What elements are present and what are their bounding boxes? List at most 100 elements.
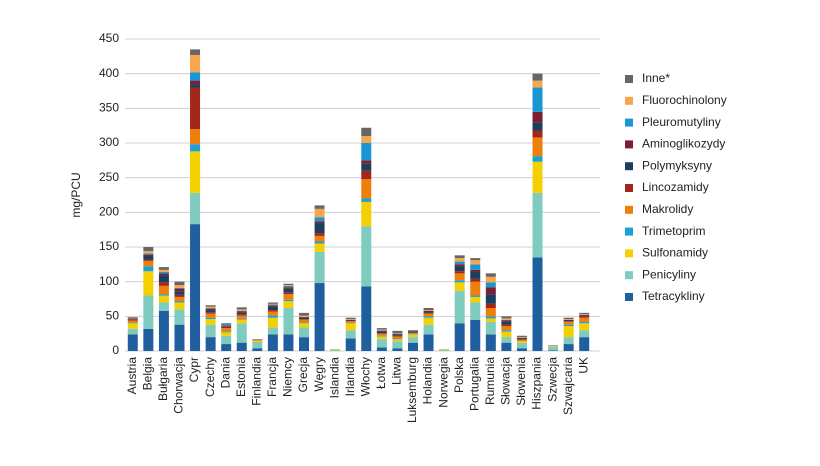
legend-swatch	[625, 96, 633, 105]
bar-segment	[485, 303, 496, 309]
bar-segment	[252, 339, 263, 341]
bar-segment	[158, 294, 169, 296]
bar-segment	[158, 302, 169, 311]
bar-segment	[345, 322, 356, 324]
bar-segment	[407, 342, 418, 351]
y-tick-label: 350	[99, 101, 119, 115]
bar-segment	[485, 308, 496, 317]
bar-segment	[345, 319, 356, 320]
bar-segment	[407, 333, 418, 335]
bar-segment	[470, 296, 481, 303]
bar-segment	[563, 326, 574, 338]
bar-segment	[407, 332, 418, 334]
bar-segment	[158, 271, 169, 274]
x-tick-label: Łotwa	[374, 357, 388, 389]
bar-segment	[127, 322, 138, 324]
bar-segment	[579, 337, 590, 351]
bar-segment	[361, 226, 372, 287]
x-tick-label: Bułgaria	[156, 357, 170, 401]
y-tick-label: 200	[99, 205, 119, 219]
bar-segment	[501, 326, 512, 331]
bar-segment	[454, 280, 465, 283]
bar-segment	[392, 348, 403, 351]
bar-segment	[143, 254, 154, 257]
x-tick-label: Irlandia	[343, 357, 357, 397]
bar-segment	[392, 334, 403, 336]
bar-segment	[299, 312, 310, 316]
bar-segment	[485, 318, 496, 322]
bar-segment	[314, 233, 325, 236]
bar-segment	[470, 264, 481, 270]
bar-segment	[190, 84, 201, 88]
bar-segment	[579, 315, 590, 317]
bar-segment	[174, 294, 185, 297]
bar-segment	[299, 323, 310, 328]
bar-segment	[423, 316, 434, 318]
bar-segment	[392, 339, 403, 342]
bar-segment	[236, 323, 247, 343]
bar-segment	[376, 333, 387, 336]
bar-segment	[314, 217, 325, 222]
bar-segment	[376, 339, 387, 348]
bar-segment	[516, 339, 527, 340]
bar-segment	[376, 328, 387, 330]
legend-label: Fluorochinolony	[642, 93, 727, 107]
bar-segment	[267, 305, 278, 307]
x-tick-label: Austria	[125, 357, 139, 395]
bar-segment	[299, 317, 310, 318]
bar-segment	[314, 235, 325, 242]
bar-segment	[407, 337, 418, 343]
bar-segment	[501, 330, 512, 332]
bar-segment	[392, 336, 403, 339]
bar-segment	[299, 317, 310, 320]
bar-segment	[423, 313, 434, 317]
bar-segment	[205, 313, 216, 318]
bar-segment	[283, 287, 294, 289]
bar-segment	[190, 54, 201, 73]
bar-segment	[221, 326, 232, 327]
bar-segment	[221, 331, 232, 333]
bar-segment	[361, 201, 372, 227]
bar-segment	[470, 258, 481, 261]
bar-segment	[143, 247, 154, 252]
bar-segment	[485, 282, 496, 288]
y-tick-label: 300	[99, 135, 119, 149]
y-tick-label: 450	[99, 31, 119, 45]
bar-segment	[532, 80, 543, 88]
x-tick-label: Grecja	[296, 357, 310, 393]
y-tick-label: 100	[99, 274, 119, 288]
bar-segment	[516, 337, 527, 339]
bar-segment	[190, 144, 201, 152]
bar-segment	[190, 129, 201, 145]
bar-segment	[579, 317, 590, 322]
bar-segment	[283, 285, 294, 288]
legend-label: Lincozamidy	[642, 180, 709, 194]
x-tick-label: Estonia	[234, 357, 248, 397]
bar-segment	[205, 305, 216, 307]
y-tick-label: 400	[99, 66, 119, 80]
bar-segment	[205, 308, 216, 311]
legend-swatch	[625, 162, 633, 171]
bar-segment	[516, 335, 527, 338]
bar-segment	[563, 319, 574, 320]
bar-segment	[470, 260, 481, 265]
bar-segment	[501, 331, 512, 338]
x-tick-label: Szwajcaria	[561, 357, 575, 415]
bar-segment	[314, 223, 325, 234]
legend-label: Aminoglikozydy	[642, 137, 725, 151]
bar-segment	[392, 341, 403, 349]
bar-segment	[314, 208, 325, 218]
legend-swatch	[625, 75, 633, 83]
bar-segment	[283, 299, 294, 302]
bar-segment	[174, 287, 185, 289]
bar-segment	[190, 224, 201, 351]
bar-segment	[236, 319, 247, 320]
bar-segment	[532, 137, 543, 157]
x-tick-label: Cypr	[187, 357, 201, 382]
bar-segment	[127, 319, 138, 320]
bar-segment	[221, 335, 232, 345]
bar-segment	[470, 278, 481, 282]
bar-segment	[470, 319, 481, 351]
legend-swatch	[625, 227, 633, 236]
bar-segment	[407, 331, 418, 333]
